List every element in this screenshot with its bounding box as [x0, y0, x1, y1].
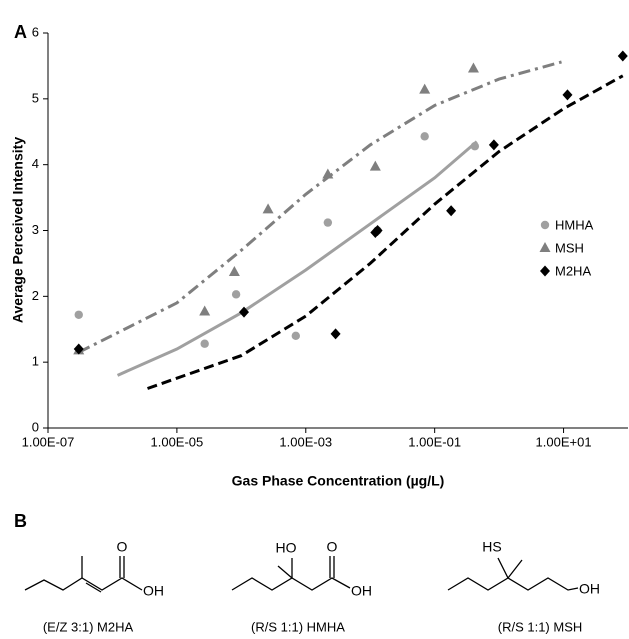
point — [470, 142, 480, 151]
atom: HS — [482, 539, 501, 555]
point — [540, 265, 550, 277]
x-tick-label: 1.00E-07 — [22, 434, 75, 449]
point — [617, 50, 628, 62]
point — [74, 310, 83, 319]
x-tick-label: 1.00E-05 — [151, 434, 204, 449]
bond — [497, 557, 509, 579]
point — [73, 343, 84, 355]
panel-label: B — [14, 511, 27, 531]
point — [322, 168, 334, 179]
panel-b: B O OH (E/Z 3:1) M2HA HO O OH (R/S 1:1) … — [14, 511, 600, 635]
atom: OH — [143, 583, 164, 599]
point — [540, 220, 550, 230]
legend-label: M2HA — [555, 263, 591, 278]
legend-label: HMHA — [555, 217, 594, 232]
y-tick-label: 3 — [32, 222, 39, 237]
bond — [277, 565, 293, 579]
legend-label: MSH — [555, 240, 584, 255]
point — [419, 83, 431, 94]
point — [239, 306, 250, 318]
point — [467, 62, 479, 73]
point — [369, 160, 381, 171]
caption: (E/Z 3:1) M2HA — [43, 619, 134, 634]
y-tick-label: 4 — [32, 156, 39, 171]
point — [420, 132, 429, 141]
bond — [507, 559, 523, 579]
point — [446, 205, 457, 217]
x-tick-label: 1.00E+01 — [536, 434, 592, 449]
point — [228, 265, 240, 276]
bond — [24, 577, 143, 591]
point — [539, 242, 551, 252]
point — [562, 89, 573, 101]
x-tick-label: 1.00E-01 — [408, 434, 461, 449]
caption: (R/S 1:1) HMHA — [251, 619, 345, 634]
bond — [85, 582, 102, 593]
panel-label: A — [14, 22, 27, 42]
atom: O — [327, 539, 338, 555]
y-axis-title: Average Perceived Intensity — [10, 137, 26, 323]
point — [200, 339, 209, 348]
y-tick-label: 6 — [32, 24, 39, 39]
point — [199, 305, 211, 316]
point — [262, 203, 274, 214]
y-tick-label: 1 — [32, 354, 39, 369]
point — [372, 225, 383, 236]
x-tick-label: 1.00E-03 — [279, 434, 332, 449]
fit-line — [116, 140, 478, 377]
point — [291, 331, 300, 341]
caption: (R/S 1:1) MSH — [498, 619, 583, 634]
bond — [231, 577, 351, 591]
atom: OH — [579, 581, 600, 597]
point — [488, 139, 499, 151]
point — [330, 328, 341, 340]
fit-line — [147, 74, 624, 390]
point — [323, 218, 333, 227]
atom: HO — [276, 540, 297, 556]
x-axis-title: Gas Phase Concentration (µg/L) — [232, 473, 445, 489]
bond — [447, 577, 579, 591]
point — [231, 290, 241, 299]
atom: OH — [351, 583, 372, 599]
y-tick-label: 2 — [32, 288, 39, 303]
fit-line — [78, 60, 562, 354]
y-tick-label: 5 — [32, 90, 39, 105]
y-tick-label: 0 — [32, 419, 39, 434]
atom: O — [117, 539, 128, 555]
